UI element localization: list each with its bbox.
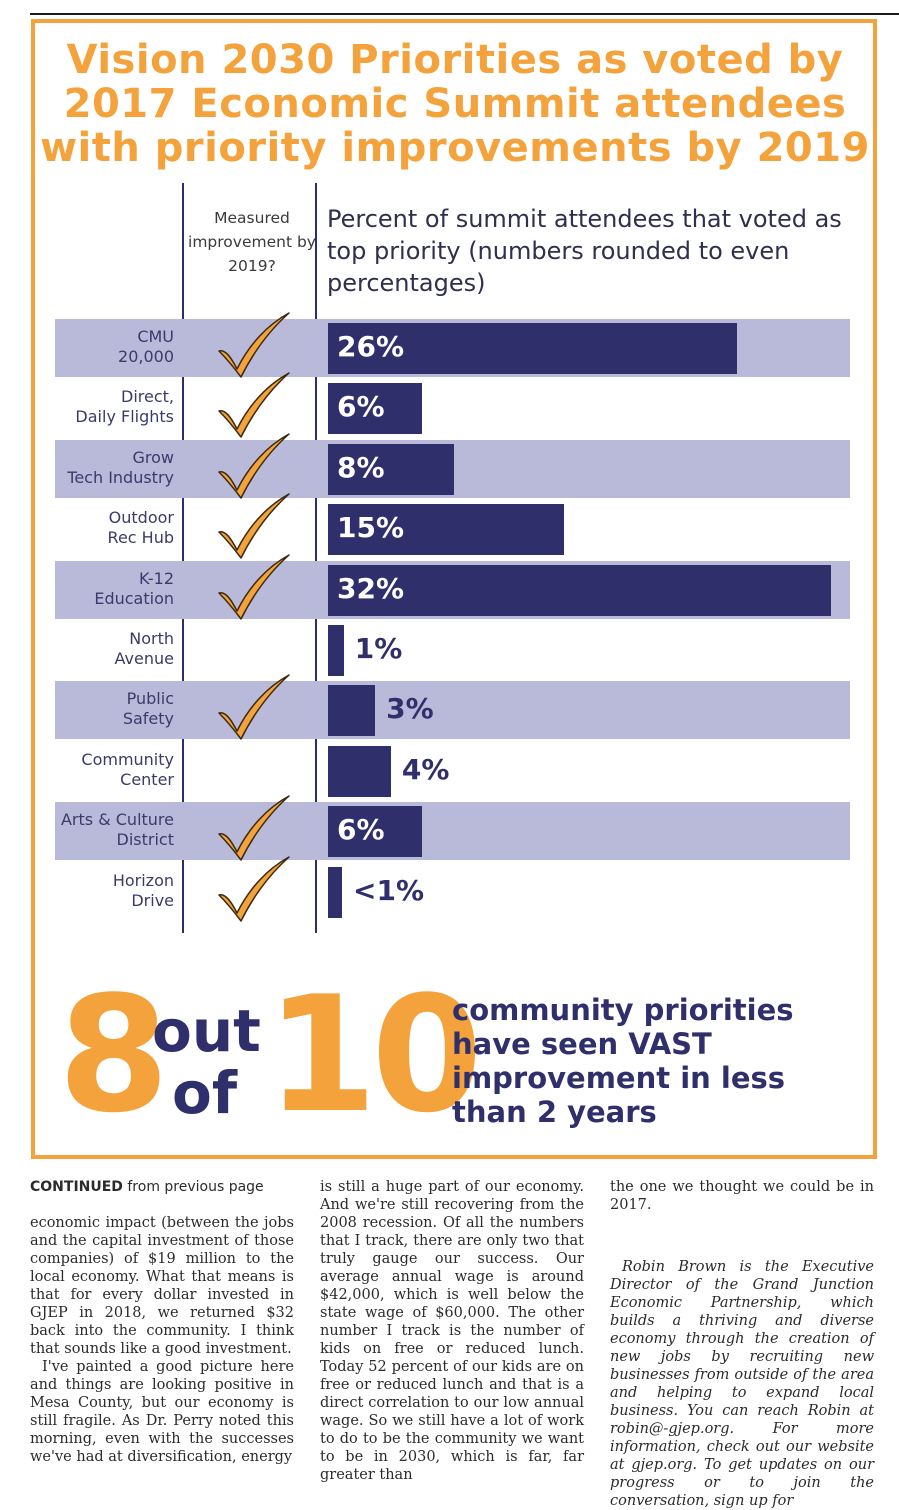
priority-label: Public Safety — [14, 689, 174, 729]
bar-value-label: 32% — [337, 571, 405, 605]
priority-label-line: Community — [81, 749, 174, 769]
bar-value-label: 15% — [337, 511, 405, 545]
summary-line-3: improvement in less — [452, 1061, 786, 1095]
continued-note: CONTINUED from previous page — [30, 1178, 294, 1196]
priority-label-line: District — [116, 830, 174, 850]
checkmark-icon — [215, 371, 291, 441]
checkmark-icon — [215, 673, 291, 743]
checkmark-icon — [215, 794, 291, 864]
author-bio: Robin Brown is the Executive Director of… — [610, 1259, 874, 1509]
priority-label-line: Outdoor — [108, 508, 174, 528]
priority-row: Horizon Drive <1% — [55, 855, 850, 922]
priority-label: Grow Tech Industry — [14, 448, 174, 488]
bar-value-label: 26% — [337, 330, 405, 363]
priority-bar — [328, 564, 831, 616]
priority-label-line: Daily Flights — [75, 407, 174, 427]
priority-label: Community Center — [14, 750, 174, 790]
priority-row: Community Center 4% — [55, 742, 850, 800]
priority-bar — [328, 806, 423, 858]
priority-bar — [328, 685, 376, 737]
priority-bar — [328, 383, 423, 435]
continued-rest: from previous page — [122, 1179, 264, 1195]
summary-line-2: have seen VAST — [452, 1027, 712, 1061]
priority-label-line: Direct, — [121, 387, 174, 407]
summary-ten: 10 — [266, 961, 483, 1148]
summary-line-1: community priorities — [452, 993, 794, 1027]
priority-row: Direct, Daily Flights 6% — [55, 372, 850, 439]
improvement-column-header: Measured improvement by 2019? — [188, 209, 316, 275]
title-line-3: with priority improvements by 2019 — [40, 125, 870, 171]
priority-label: K-12 Education — [14, 569, 174, 609]
bar-value-label: 4% — [401, 752, 450, 786]
checkmark-icon — [215, 553, 291, 623]
priority-row: Grow Tech Industry 8% — [55, 433, 850, 499]
column-divider-left — [182, 183, 184, 933]
priority-bar — [328, 504, 564, 556]
checkmark-icon — [215, 492, 291, 562]
priority-label-line: Grow — [132, 447, 175, 467]
summary-line-4: than 2 years — [452, 1095, 657, 1129]
article-paragraph: economic impact (between the jobs and th… — [30, 1215, 294, 1357]
priority-label-line: Avenue — [114, 649, 174, 668]
infographic-title: Vision 2030 Priorities as voted by 2017 … — [40, 38, 870, 170]
title-line-1: Vision 2030 Priorities as voted by — [66, 37, 844, 83]
priority-row: Outdoor Rec Hub 15% — [55, 493, 850, 559]
priority-bar — [328, 625, 344, 676]
priority-label-line: Drive — [131, 890, 174, 910]
priority-label: North Avenue — [14, 629, 174, 669]
priority-label-line: Tech Industry — [67, 467, 174, 487]
priority-row: K-12 Education 32% — [55, 553, 850, 620]
priority-bar — [328, 866, 342, 918]
article-column-1: CONTINUED from previous page economic im… — [30, 1178, 294, 1466]
title-line-2: 2017 Economic Summit attendees — [63, 81, 847, 127]
bar-value-label: <1% — [353, 873, 424, 907]
priority-label-line: CMU — [137, 327, 174, 346]
priority-label-line: Education — [94, 588, 174, 608]
bar-value-label: 8% — [337, 450, 385, 484]
priority-label-line: North — [129, 629, 174, 648]
priority-row: CMU 20,000 26% — [55, 312, 850, 378]
checkmark-icon — [215, 311, 291, 381]
priority-row: North Avenue 1% — [55, 621, 850, 679]
priority-label-line: Center — [120, 769, 174, 789]
infographic-frame — [31, 19, 877, 1159]
column-divider-right — [315, 183, 317, 933]
priority-label: Horizon Drive — [14, 871, 174, 911]
priority-label-line: Arts & Culture — [60, 810, 174, 830]
priority-label-line: 20,000 — [118, 347, 174, 366]
bar-value-label: 6% — [337, 813, 385, 847]
summary-of: of — [172, 1059, 238, 1127]
priority-label-line: Public — [126, 689, 174, 709]
priority-label: Outdoor Rec Hub — [14, 508, 174, 548]
checkmark-icon — [215, 855, 291, 925]
summary-text: community priorities have seen VAST impr… — [452, 993, 872, 1129]
priority-bar — [328, 745, 391, 797]
article-paragraph: the one we thought we could be in 2017. — [610, 1179, 874, 1213]
article-paragraph: I've painted a good picture here and thi… — [30, 1359, 294, 1465]
bar-value-label: 3% — [386, 692, 434, 726]
article-column-2: is still a huge part of our economy. And… — [320, 1178, 584, 1484]
bar-value-label: 1% — [354, 632, 403, 665]
priority-bar — [328, 323, 737, 374]
priority-label: CMU 20,000 — [14, 327, 174, 367]
priority-label-line: Horizon — [112, 870, 174, 890]
priority-bar — [328, 443, 454, 495]
priority-label: Direct, Daily Flights — [14, 387, 174, 427]
article-column-3: the one we thought we could be in 2017. … — [610, 1178, 874, 1510]
priority-row: Public Safety 3% — [55, 674, 850, 741]
summary-eight: 8 — [58, 961, 170, 1148]
percent-column-header: Percent of summit attendees that voted a… — [327, 205, 842, 297]
top-rule — [30, 13, 899, 15]
checkmark-icon — [215, 432, 291, 502]
priority-label-line: K-12 — [139, 568, 174, 588]
bar-value-label: 6% — [337, 390, 385, 424]
priority-label-line: Safety — [122, 709, 174, 729]
article-paragraph: is still a huge part of our economy. And… — [320, 1179, 584, 1483]
summary-out: out — [152, 997, 261, 1065]
priority-row: Arts & Culture District 6% — [55, 795, 850, 861]
priority-label: Arts & Culture District — [14, 810, 174, 850]
continued-label: CONTINUED — [30, 1179, 123, 1195]
priority-label-line: Rec Hub — [107, 528, 174, 548]
